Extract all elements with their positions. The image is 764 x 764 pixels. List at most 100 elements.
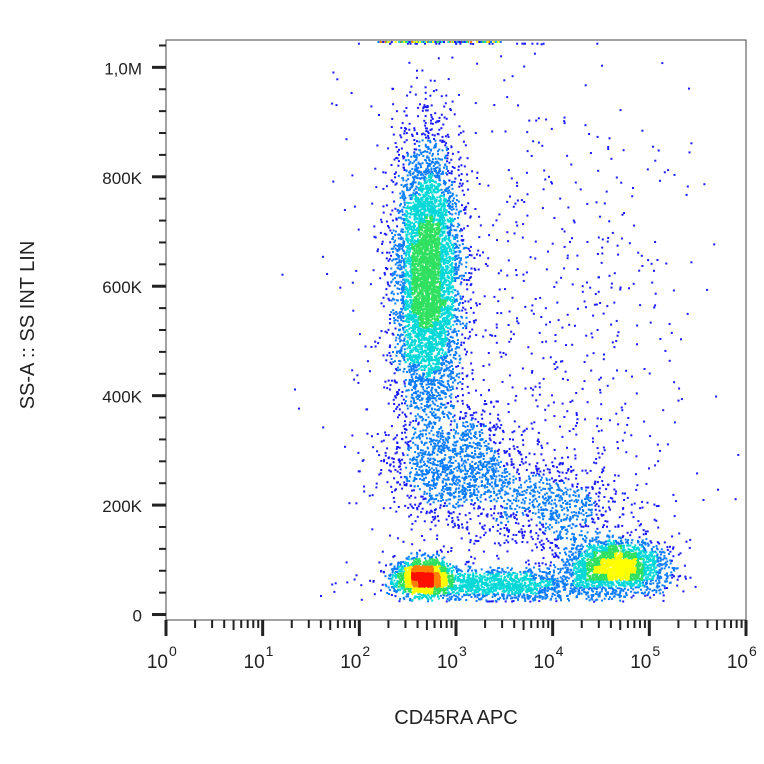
data-point bbox=[369, 283, 372, 286]
data-point bbox=[533, 486, 536, 489]
data-point bbox=[355, 574, 358, 577]
data-point bbox=[450, 158, 453, 161]
data-point bbox=[402, 155, 404, 158]
data-point bbox=[457, 504, 460, 507]
data-point bbox=[540, 453, 543, 456]
data-point bbox=[562, 564, 565, 567]
data-point bbox=[439, 183, 442, 186]
data-point bbox=[453, 247, 456, 250]
data-point bbox=[431, 400, 434, 403]
data-point bbox=[542, 512, 545, 515]
data-point bbox=[436, 494, 439, 497]
data-point bbox=[471, 465, 474, 467]
data-point bbox=[417, 390, 420, 393]
data-point bbox=[413, 399, 416, 402]
data-point bbox=[392, 398, 395, 401]
data-point bbox=[511, 567, 513, 570]
data-point bbox=[391, 238, 394, 241]
data-point bbox=[489, 571, 492, 574]
data-point bbox=[386, 267, 389, 270]
data-point bbox=[493, 104, 496, 106]
data-point bbox=[583, 539, 586, 542]
data-point bbox=[487, 478, 490, 481]
data-point bbox=[403, 258, 405, 261]
data-point bbox=[566, 378, 569, 381]
data-point bbox=[394, 595, 397, 598]
data-point bbox=[416, 553, 419, 556]
data-point bbox=[405, 107, 408, 109]
data-point bbox=[433, 483, 436, 486]
data-point bbox=[389, 507, 392, 509]
data-point bbox=[539, 570, 542, 573]
data-point bbox=[492, 517, 495, 520]
data-point bbox=[457, 452, 460, 455]
data-point bbox=[551, 507, 554, 509]
data-point bbox=[496, 570, 499, 573]
data-point bbox=[406, 94, 409, 97]
data-points bbox=[281, 42, 740, 603]
data-point bbox=[408, 122, 411, 125]
data-point bbox=[566, 509, 569, 512]
data-point bbox=[451, 517, 454, 519]
data-point bbox=[563, 582, 566, 585]
data-point bbox=[451, 376, 454, 379]
data-point bbox=[514, 202, 517, 205]
data-point bbox=[574, 590, 577, 593]
data-point bbox=[477, 249, 480, 252]
data-point bbox=[567, 525, 570, 528]
data-point bbox=[393, 317, 395, 319]
data-point bbox=[491, 469, 494, 472]
data-point bbox=[450, 547, 453, 549]
data-point bbox=[565, 564, 568, 567]
data-point bbox=[447, 550, 449, 553]
data-point bbox=[621, 524, 624, 527]
data-point bbox=[570, 568, 572, 571]
data-point bbox=[445, 482, 447, 485]
data-point bbox=[452, 456, 455, 459]
data-point bbox=[549, 484, 552, 487]
data-point bbox=[366, 432, 369, 435]
data-point bbox=[531, 504, 534, 507]
data-point bbox=[479, 451, 482, 454]
data-point bbox=[401, 431, 404, 434]
data-point bbox=[427, 416, 430, 419]
data-point bbox=[455, 365, 458, 368]
data-point bbox=[606, 535, 609, 538]
data-point bbox=[474, 208, 477, 210]
data-point bbox=[413, 370, 416, 373]
data-point bbox=[611, 536, 614, 539]
data-point bbox=[544, 487, 547, 490]
data-point bbox=[398, 329, 401, 332]
data-point bbox=[538, 541, 541, 544]
data-point bbox=[378, 454, 381, 457]
data-point bbox=[401, 210, 404, 213]
data-point bbox=[424, 145, 427, 147]
data-point bbox=[591, 487, 594, 490]
data-point bbox=[438, 492, 441, 495]
data-point bbox=[622, 589, 625, 592]
data-point bbox=[477, 455, 480, 458]
data-point bbox=[464, 425, 467, 428]
data-point bbox=[442, 172, 444, 175]
data-point bbox=[544, 408, 547, 411]
data-point bbox=[425, 512, 428, 515]
data-point bbox=[406, 593, 409, 596]
data-point bbox=[564, 477, 567, 480]
data-point bbox=[546, 468, 549, 471]
data-point bbox=[403, 382, 406, 385]
data-point bbox=[421, 397, 424, 400]
data-point bbox=[447, 361, 450, 363]
data-point bbox=[428, 159, 431, 162]
data-point bbox=[514, 399, 517, 402]
data-point bbox=[444, 188, 447, 191]
data-point bbox=[442, 179, 445, 182]
data-point bbox=[543, 571, 545, 574]
data-point bbox=[468, 277, 471, 280]
data-point bbox=[473, 490, 476, 493]
data-point bbox=[530, 569, 533, 572]
data-point bbox=[494, 480, 497, 483]
data-point bbox=[460, 315, 463, 318]
data-point bbox=[420, 495, 423, 498]
data-point bbox=[369, 370, 371, 373]
data-point bbox=[410, 368, 413, 370]
